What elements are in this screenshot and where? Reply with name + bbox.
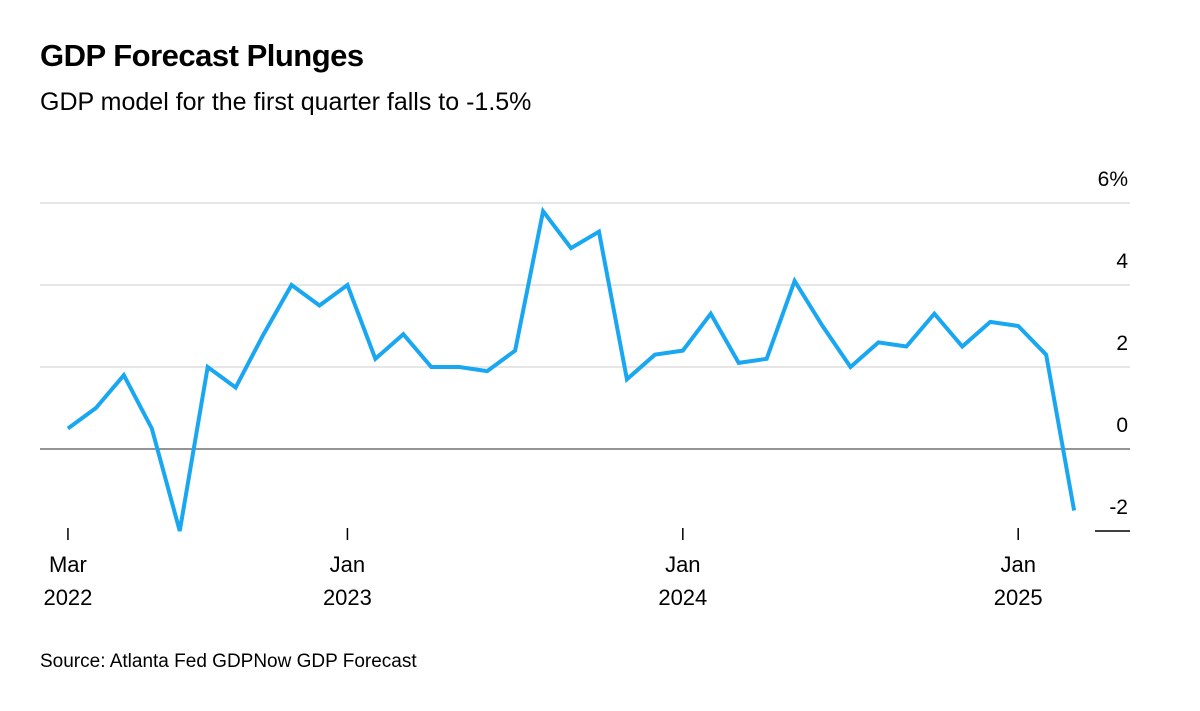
y-tick-label: 2 (1116, 332, 1128, 355)
data-line (66, 206, 1077, 532)
x-tick-label: Mar 2022 (43, 552, 93, 610)
source-note: Source: Atlanta Fed GDPNow GDP Forecast (40, 651, 417, 672)
x-tick-label: Jan 2024 (658, 552, 708, 610)
y-tick-label: -2 (1109, 496, 1128, 519)
chart-title: GDP Forecast Plunges (40, 38, 364, 73)
chart-subtitle: GDP model for the first quarter falls to… (40, 88, 532, 116)
y-tick-label: 0 (1116, 414, 1128, 437)
y-tick-label: 6% (1098, 168, 1128, 191)
x-tick-label: Jan 2025 (993, 552, 1043, 610)
x-tick-label: Jan 2023 (322, 552, 372, 610)
y-tick-label: 4 (1116, 250, 1128, 273)
